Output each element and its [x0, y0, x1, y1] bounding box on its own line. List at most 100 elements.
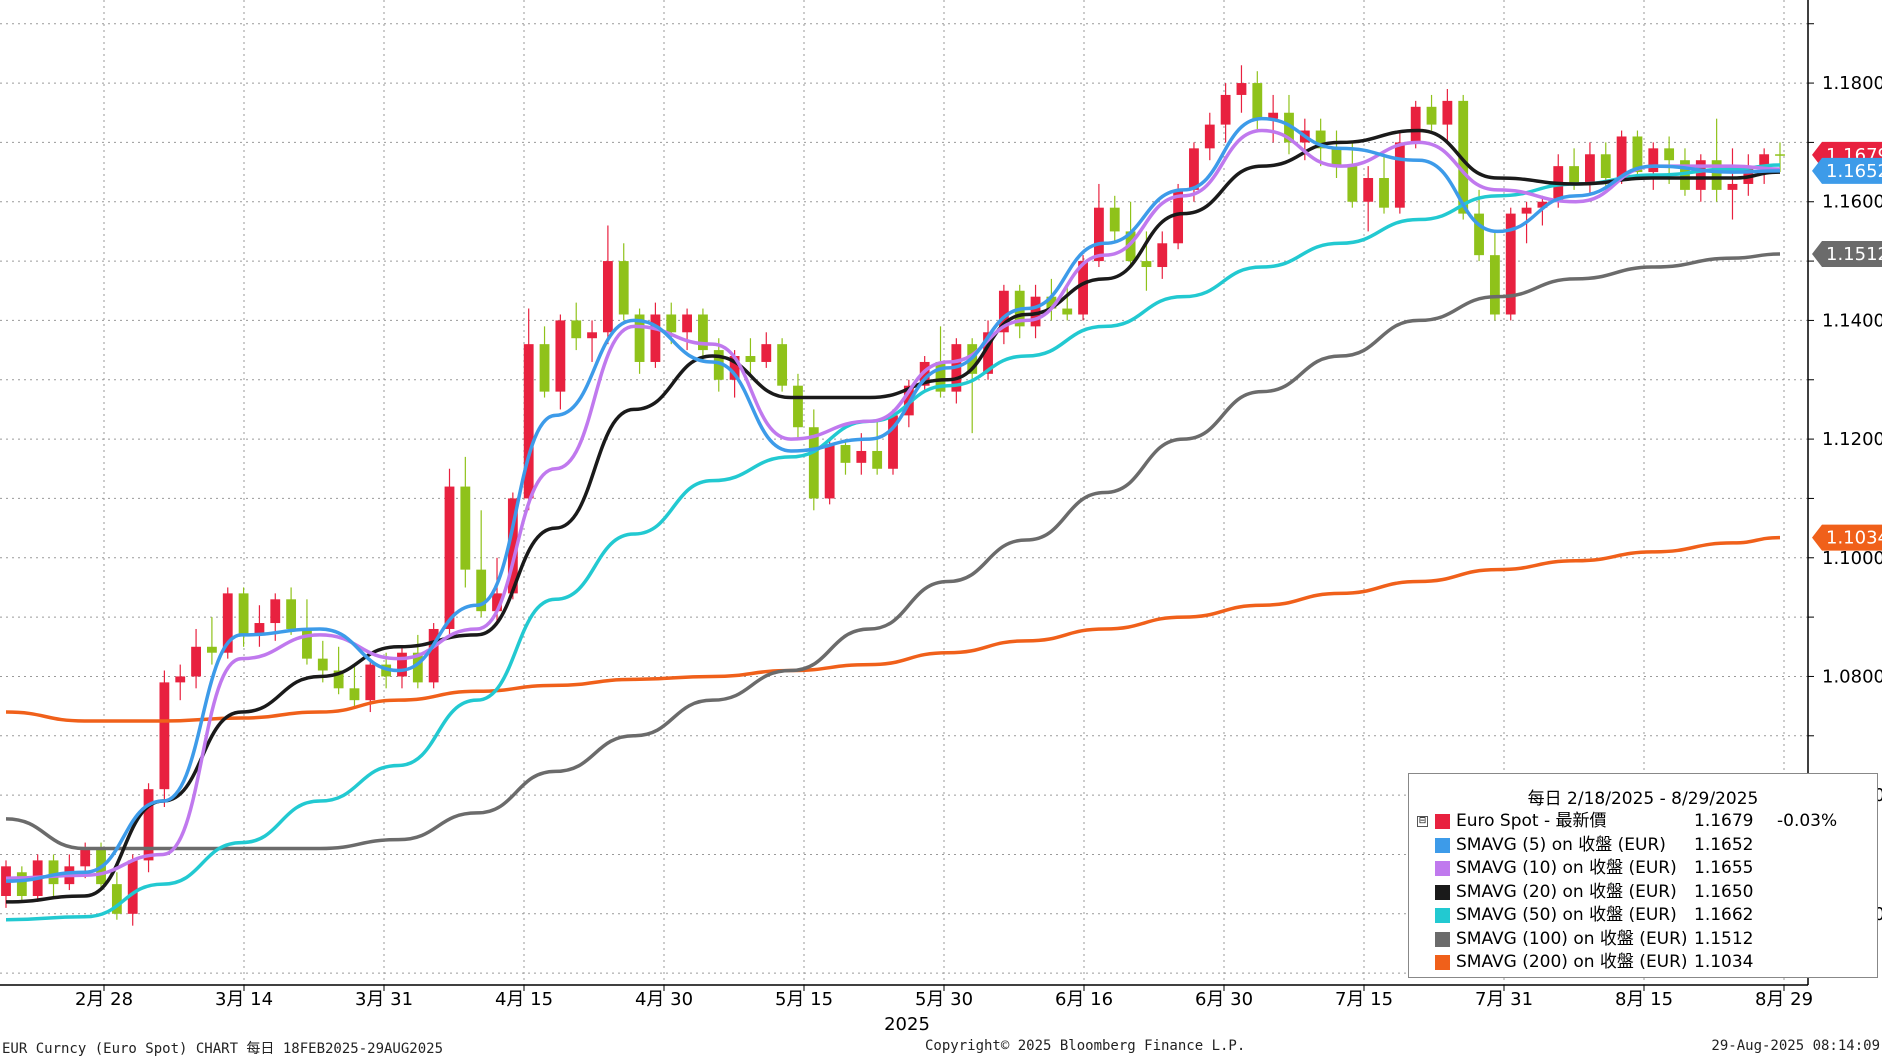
- footer-timestamp: 29-Aug-2025 08:14:09: [1711, 1038, 1880, 1054]
- candle-body: [412, 652, 423, 683]
- candle: [808, 409, 819, 511]
- price-badge-shape: [1812, 240, 1882, 267]
- x-axis-label: 2025: [884, 1014, 930, 1035]
- candle: [1505, 207, 1516, 321]
- candle-body: [1648, 148, 1659, 173]
- candle: [1220, 83, 1231, 143]
- candle-body: [1141, 261, 1152, 268]
- candle-body: [1775, 154, 1785, 156]
- y-tick-label: 1.1400: [1822, 310, 1882, 331]
- candle-body: [1537, 201, 1548, 208]
- legend-row-smavg-20[interactable]: SMAVG (20) on 收盤 (EUR) 1.1650: [1409, 881, 1877, 905]
- candle: [460, 456, 471, 588]
- legend-title: 每日 2/18/2025 - 8/29/2025: [1527, 789, 1759, 809]
- legend-row-smavg-10[interactable]: SMAVG (10) on 收盤 (EUR) 1.1655: [1409, 857, 1877, 881]
- candle-body: [191, 646, 201, 677]
- candle-body: [1759, 154, 1770, 167]
- candle: [444, 468, 455, 635]
- candle-body: [16, 872, 27, 896]
- candle-body: [1394, 142, 1405, 208]
- candle-body: [1284, 112, 1294, 143]
- legend-swatch: [1435, 837, 1450, 853]
- candle-body: [1489, 255, 1500, 315]
- candle-body: [397, 652, 407, 677]
- candle-body: [460, 486, 471, 570]
- candlestick-series: [1, 65, 1785, 926]
- candle: [682, 308, 692, 351]
- candle: [761, 332, 772, 368]
- y-tick-label: 1.1800: [1822, 73, 1882, 94]
- candle: [1236, 65, 1247, 113]
- candle: [1489, 231, 1500, 321]
- legend-series-name: SMAVG (100) on 收盤 (EUR): [1456, 928, 1688, 949]
- y-tick-label: 1.1600: [1822, 192, 1882, 213]
- candle: [1727, 148, 1738, 220]
- candle-body: [761, 344, 772, 362]
- candle: [650, 302, 661, 368]
- candle-body: [1315, 130, 1326, 149]
- series-line-smavg-5-: [5, 116, 1781, 883]
- candle-body: [1046, 296, 1057, 309]
- candle-body: [1426, 106, 1437, 125]
- x-tick-label: 8月 15: [1615, 989, 1673, 1010]
- candle-body: [286, 599, 297, 629]
- y-tick-label: 1.1000: [1822, 548, 1882, 569]
- candle: [919, 356, 930, 392]
- candle-body: [333, 670, 344, 689]
- candle-body: [48, 860, 59, 885]
- candle-body: [777, 344, 788, 386]
- candle: [1426, 94, 1437, 131]
- candle-body: [1680, 160, 1690, 190]
- collapse-icon[interactable]: ⊟: [1417, 816, 1428, 827]
- candle: [634, 308, 645, 374]
- candle-body: [1600, 154, 1611, 179]
- candle-body: [317, 658, 328, 671]
- legend-swatch: [1435, 884, 1450, 900]
- candle-body: [1331, 148, 1342, 167]
- candle: [1363, 166, 1374, 232]
- legend-swatch: [1435, 955, 1450, 970]
- candle-body: [634, 314, 645, 362]
- legend-swatch: [1435, 931, 1450, 947]
- candle-body: [1157, 243, 1168, 268]
- legend-row-smavg-200[interactable]: SMAVG (200) on 收盤 (EUR) 1.1034: [1409, 951, 1877, 975]
- candle-body: [602, 261, 613, 333]
- candle: [127, 854, 138, 926]
- candle-body: [349, 688, 360, 701]
- candle-body: [650, 314, 661, 362]
- candle-body: [1252, 83, 1263, 119]
- candle-body: [1410, 106, 1421, 143]
- candle-body: [998, 290, 1009, 333]
- candle: [1204, 112, 1215, 161]
- price-badge-shape: [1812, 524, 1882, 551]
- candle: [745, 338, 756, 374]
- candle: [1347, 142, 1358, 208]
- candle: [777, 338, 788, 392]
- candle-body: [1711, 160, 1722, 190]
- legend-series-name: SMAVG (5) on 收盤 (EUR): [1456, 834, 1666, 855]
- footer-copyright: Copyright© 2025 Bloomberg Finance L.P.: [925, 1038, 1246, 1054]
- legend-series-change: -0.03%: [1777, 811, 1838, 831]
- candle: [602, 225, 613, 345]
- candle: [507, 492, 518, 600]
- candle-body: [571, 320, 582, 339]
- legend-swatch: [1435, 908, 1450, 923]
- candle-body: [175, 676, 186, 683]
- candle-body: [1236, 83, 1247, 95]
- candle-body: [1268, 112, 1279, 119]
- legend-row-price[interactable]: ⊟ Euro Spot - 最新價 1.1679 -0.03%: [1409, 810, 1877, 834]
- legend-row-smavg-5[interactable]: SMAVG (5) on 收盤 (EUR) 1.1652: [1409, 834, 1877, 858]
- legend-row-smavg-50[interactable]: SMAVG (50) on 收盤 (EUR) 1.1662: [1409, 904, 1877, 928]
- candle-body: [492, 593, 502, 612]
- candle: [16, 866, 27, 902]
- legend-series-name: SMAVG (50) on 收盤 (EUR): [1456, 905, 1677, 925]
- candle-body: [1458, 100, 1469, 214]
- candle: [951, 338, 962, 404]
- x-tick-label: 5月 15: [775, 989, 833, 1010]
- x-tick-label: 3月 14: [215, 989, 273, 1010]
- legend-row-smavg-100[interactable]: SMAVG (100) on 收盤 (EUR) 1.1512: [1409, 928, 1877, 952]
- candle-body: [587, 332, 597, 339]
- footer-chart-info: EUR Curncy (Euro Spot) CHART 每日 18FEB202…: [2, 1041, 444, 1057]
- candle-body: [1094, 207, 1104, 262]
